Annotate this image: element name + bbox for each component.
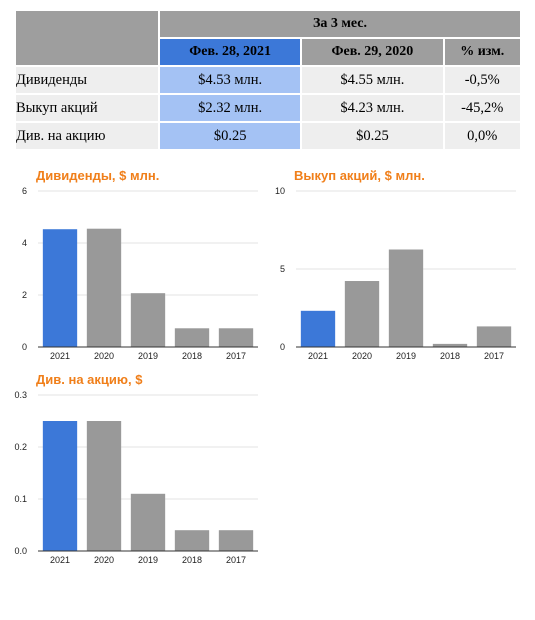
bar-2020 bbox=[86, 421, 122, 551]
cell-previous: $4.55 млн. bbox=[302, 67, 443, 93]
x-tick-label: 2017 bbox=[226, 555, 246, 565]
y-tick-label: 10 bbox=[275, 186, 285, 196]
x-tick-label: 2019 bbox=[138, 351, 158, 361]
table-corner bbox=[16, 11, 158, 65]
x-tick-label: 2019 bbox=[396, 351, 416, 361]
cell-change: -0,5% bbox=[444, 67, 520, 93]
bar-2017 bbox=[218, 530, 254, 551]
buybacks-chart: Выкуп акций, $ млн. 0 5 10 2021 2020 2019 2018 2… bbox=[275, 168, 516, 361]
y-tick-label: 4 bbox=[22, 238, 27, 248]
y-tick-label: 5 bbox=[280, 264, 285, 274]
col-header-current: Фев. 28, 2021 bbox=[160, 39, 301, 65]
cell-change: 0,0% bbox=[444, 123, 520, 149]
y-tick-label: 6 bbox=[22, 186, 27, 196]
bar-2021 bbox=[42, 229, 78, 347]
y-tick-label: 0.1 bbox=[14, 494, 27, 504]
bar-2017 bbox=[218, 328, 254, 347]
y-tick-label: 2 bbox=[22, 290, 27, 300]
chart-title: Выкуп акций, $ млн. bbox=[294, 168, 425, 183]
x-tick-label: 2020 bbox=[94, 351, 114, 361]
x-tick-label: 2019 bbox=[138, 555, 158, 565]
bar-2020 bbox=[344, 281, 380, 347]
x-tick-label: 2020 bbox=[94, 555, 114, 565]
row-label: Див. на акцию bbox=[16, 123, 158, 149]
x-tick-label: 2021 bbox=[50, 555, 70, 565]
chart-title: Дивиденды, $ млн. bbox=[36, 168, 159, 183]
cell-change: -45,2% bbox=[444, 95, 520, 121]
cell-current: $4.53 млн. bbox=[160, 67, 301, 93]
bar-2018 bbox=[174, 530, 210, 551]
dividends-chart: Дивиденды, $ млн. 0 2 4 6 2021 2020 2019 2018 201… bbox=[22, 168, 258, 361]
summary-table: За 3 мес. Фев. 28, 2021 Фев. 29, 2020 % … bbox=[14, 9, 522, 151]
x-tick-label: 2018 bbox=[182, 555, 202, 565]
bar-2019 bbox=[388, 249, 424, 347]
y-tick-label: 0 bbox=[22, 342, 27, 352]
cell-previous: $4.23 млн. bbox=[302, 95, 443, 121]
bar-2018 bbox=[432, 343, 468, 347]
dividend-per-share-chart: Див. на акцию, $ 0.0 0.1 0.2 0.3 2021 2020 2019… bbox=[14, 372, 258, 565]
y-tick-label: 0.2 bbox=[14, 442, 27, 452]
cell-current: $2.32 млн. bbox=[160, 95, 301, 121]
x-tick-label: 2017 bbox=[484, 351, 504, 361]
cell-current: $0.25 bbox=[160, 123, 301, 149]
x-tick-label: 2021 bbox=[50, 351, 70, 361]
col-header-previous: Фев. 29, 2020 bbox=[302, 39, 443, 65]
bar-2019 bbox=[130, 493, 166, 551]
period-header: За 3 мес. bbox=[160, 11, 520, 37]
table-row: Выкуп акций $2.32 млн. $4.23 млн. -45,2% bbox=[16, 95, 520, 121]
table-row: Див. на акцию $0.25 $0.25 0,0% bbox=[16, 123, 520, 149]
bar-2020 bbox=[86, 228, 122, 347]
bar-2021 bbox=[42, 421, 78, 551]
bar-2019 bbox=[130, 293, 166, 347]
x-tick-label: 2018 bbox=[182, 351, 202, 361]
x-tick-label: 2020 bbox=[352, 351, 372, 361]
chart-title: Див. на акцию, $ bbox=[36, 372, 143, 387]
col-header-change: % изм. bbox=[444, 39, 520, 65]
bar-2021 bbox=[300, 310, 336, 347]
row-label: Дивиденды bbox=[16, 67, 158, 93]
x-tick-label: 2021 bbox=[308, 351, 328, 361]
y-tick-label: 0.0 bbox=[14, 546, 27, 556]
bar-2018 bbox=[174, 328, 210, 347]
cell-previous: $0.25 bbox=[302, 123, 443, 149]
bar-2017 bbox=[476, 326, 512, 347]
row-label: Выкуп акций bbox=[16, 95, 158, 121]
x-tick-label: 2018 bbox=[440, 351, 460, 361]
x-tick-label: 2017 bbox=[226, 351, 246, 361]
table-row: Дивиденды $4.53 млн. $4.55 млн. -0,5% bbox=[16, 67, 520, 93]
y-tick-label: 0 bbox=[280, 342, 285, 352]
y-tick-label: 0.3 bbox=[14, 390, 27, 400]
